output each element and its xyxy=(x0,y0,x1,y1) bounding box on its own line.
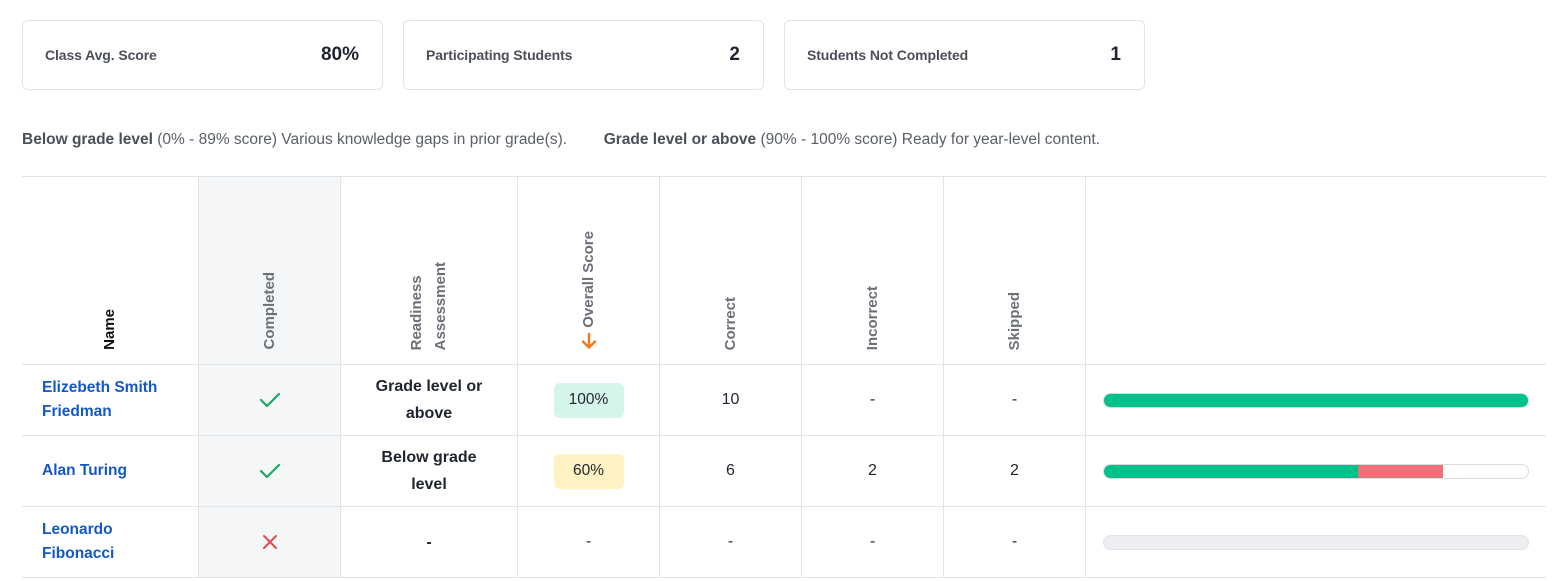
name-cell: Leonardo Fibonacci xyxy=(22,507,198,577)
student-name-link[interactable]: Leonardo Fibonacci xyxy=(42,521,115,562)
incorrect-count: 2 xyxy=(868,462,877,479)
students-not-completed-card: Students Not Completed 1 xyxy=(784,20,1145,90)
progress-correct-segment xyxy=(1104,464,1359,478)
readiness-cell: Below grade level xyxy=(340,436,517,506)
table-header: Name Completed Readiness Assessment Overa… xyxy=(22,177,1546,365)
column-header-incorrect[interactable]: Incorrect xyxy=(801,177,943,364)
check-icon xyxy=(259,463,280,479)
student-results-table: Name Completed Readiness Assessment Overa… xyxy=(22,176,1546,578)
progress-cell xyxy=(1085,365,1546,435)
column-header-overall-score[interactable]: Overall Score xyxy=(517,177,659,364)
completed-cell xyxy=(198,365,340,435)
legend-below-text: (0% - 89% score) Various knowledge gaps … xyxy=(157,131,568,148)
progress-cell xyxy=(1085,507,1546,577)
incorrect-count: - xyxy=(869,533,876,550)
skipped-cell: - xyxy=(943,365,1085,435)
column-header-completed[interactable]: Completed xyxy=(198,177,340,364)
table-row: Alan Turing Below grade level 60% 6 2 2 xyxy=(22,436,1546,507)
score-cell: 100% xyxy=(517,365,659,435)
cross-icon xyxy=(262,535,277,549)
column-header-skipped[interactable]: Skipped xyxy=(943,177,1085,364)
correct-count: 6 xyxy=(726,462,735,479)
skipped-count: - xyxy=(1011,533,1018,550)
incorrect-cell: 2 xyxy=(801,436,943,506)
score-cell: - xyxy=(517,507,659,577)
correct-cell: 10 xyxy=(659,365,801,435)
table-row: Elizebeth Smith Friedman Grade level or ab… xyxy=(22,365,1546,436)
correct-count: - xyxy=(727,533,734,550)
sort-descending-icon xyxy=(581,332,596,349)
legend-above-text: (90% - 100% score) Ready for year-level … xyxy=(760,131,1100,148)
progress-bar xyxy=(1103,392,1529,408)
card-label: Class Avg. Score xyxy=(45,47,157,63)
column-header-name[interactable]: Name xyxy=(22,177,198,364)
progress-bar xyxy=(1103,463,1529,479)
skipped-cell: - xyxy=(943,507,1085,577)
student-name-link[interactable]: Alan Turing xyxy=(42,462,127,479)
skipped-cell: 2 xyxy=(943,436,1085,506)
name-cell: Elizebeth Smith Friedman xyxy=(22,365,198,435)
progress-bar xyxy=(1103,534,1529,550)
column-header-progress xyxy=(1085,177,1546,364)
header-label: Skipped xyxy=(1005,291,1023,350)
class-avg-score-card: Class Avg. Score 80% xyxy=(22,20,383,90)
column-header-readiness[interactable]: Readiness Assessment xyxy=(340,177,517,364)
progress-incorrect-segment xyxy=(1358,464,1444,478)
progress-correct-segment xyxy=(1104,393,1528,407)
check-icon xyxy=(259,392,280,408)
incorrect-count: - xyxy=(869,391,876,408)
header-label: Correct xyxy=(721,296,739,350)
table-row: Leonardo Fibonacci - - - - - xyxy=(22,507,1546,578)
score-cell: 60% xyxy=(517,436,659,506)
card-label: Participating Students xyxy=(426,47,573,63)
header-label: Name xyxy=(101,309,118,350)
card-value: 1 xyxy=(1110,44,1121,65)
header-label: Incorrect xyxy=(863,285,881,350)
name-cell: Alan Turing xyxy=(22,436,198,506)
readiness-cell: Grade level or above xyxy=(340,365,517,435)
summary-cards: Class Avg. Score 80% Participating Stude… xyxy=(22,20,1145,90)
header-label: Readiness Assessment xyxy=(408,261,449,350)
progress-skipped-segment xyxy=(1443,465,1528,478)
progress-cell xyxy=(1085,436,1546,506)
readiness-value: - xyxy=(426,533,432,551)
correct-cell: - xyxy=(659,507,801,577)
readiness-value: Grade level or above xyxy=(375,378,483,422)
incorrect-cell: - xyxy=(801,507,943,577)
card-label: Students Not Completed xyxy=(807,47,969,63)
skipped-count: - xyxy=(1011,391,1018,408)
correct-cell: 6 xyxy=(659,436,801,506)
header-label: Overall Score xyxy=(579,231,597,328)
score-badge: 60% xyxy=(553,453,624,489)
card-value: 2 xyxy=(729,44,740,65)
legend-above-label: Grade level or above xyxy=(603,131,757,148)
skipped-count: 2 xyxy=(1010,462,1019,479)
legend-below-label: Below grade level xyxy=(22,131,153,148)
score-badge: 100% xyxy=(553,382,624,418)
participating-students-card: Participating Students 2 xyxy=(403,20,764,90)
header-label: Completed xyxy=(260,272,278,350)
grade-level-legend: Below grade level (0% - 89% score) Vario… xyxy=(22,131,1100,149)
card-value: 80% xyxy=(320,44,359,65)
column-header-correct[interactable]: Correct xyxy=(659,177,801,364)
score-value: - xyxy=(585,533,592,550)
correct-count: 10 xyxy=(721,391,740,408)
incorrect-cell: - xyxy=(801,365,943,435)
completed-cell xyxy=(198,436,340,506)
student-name-link[interactable]: Elizebeth Smith Friedman xyxy=(42,379,158,420)
readiness-value: Below grade level xyxy=(381,449,477,493)
readiness-cell: - xyxy=(340,507,517,577)
completed-cell xyxy=(198,507,340,577)
